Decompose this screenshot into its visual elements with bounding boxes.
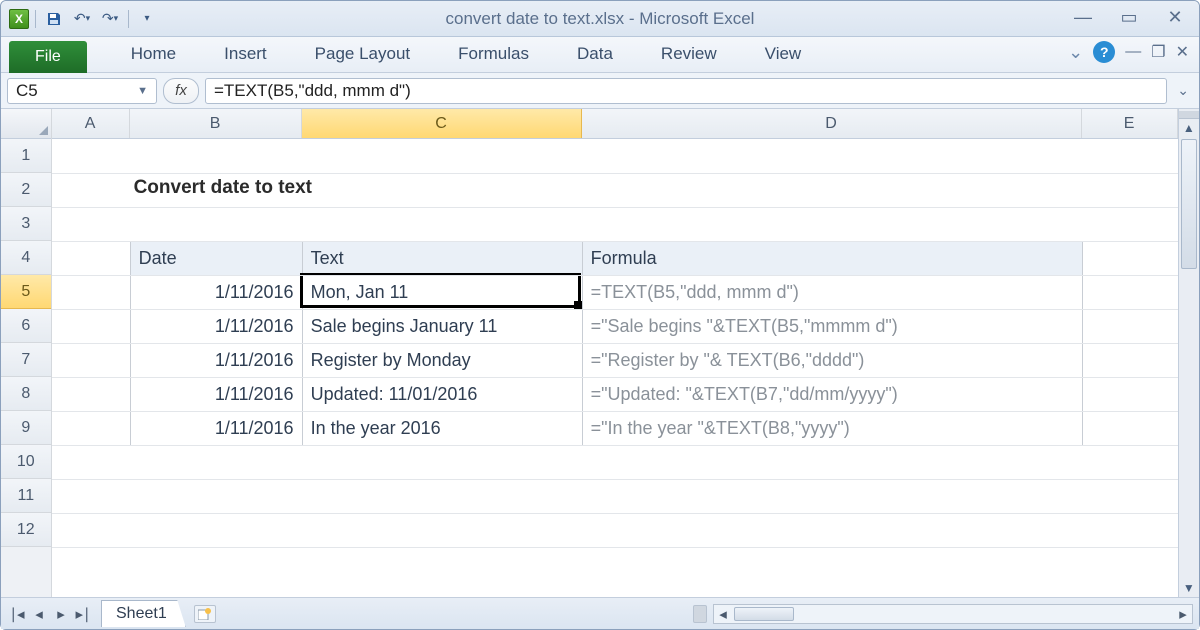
- table-row: 1/11/2016Mon, Jan 11=TEXT(B5,"ddd, mmm d…: [130, 276, 1082, 310]
- cell-text[interactable]: Updated: 11/01/2016: [302, 378, 582, 412]
- row-header[interactable]: 4: [1, 241, 51, 275]
- name-box-value: C5: [16, 81, 38, 101]
- sheet-nav-first-icon[interactable]: ∣◂: [7, 604, 27, 624]
- column-header[interactable]: E: [1082, 109, 1178, 138]
- sheet-tab-bar: ∣◂ ◂ ▸ ▸∣ Sheet1 ◂ ▸: [1, 597, 1199, 629]
- row-header[interactable]: 10: [1, 445, 51, 479]
- row-header[interactable]: 8: [1, 377, 51, 411]
- help-icon[interactable]: ?: [1093, 41, 1115, 63]
- window-title: convert date to text.xlsx - Microsoft Ex…: [1, 9, 1199, 29]
- tab-insert[interactable]: Insert: [200, 38, 291, 72]
- window-controls: — ▭ ✕: [1069, 7, 1189, 28]
- row-header[interactable]: 1: [1, 139, 51, 173]
- row-header[interactable]: 9: [1, 411, 51, 445]
- table-row: 1/11/2016Updated: 11/01/2016="Updated: "…: [130, 378, 1082, 412]
- cell-formula[interactable]: ="Register by "& TEXT(B6,"dddd"): [582, 344, 1082, 378]
- cells-area[interactable]: Convert date to text Date Text Formula 1…: [52, 139, 1178, 597]
- cell-date[interactable]: 1/11/2016: [130, 310, 302, 344]
- workbook-restore-icon[interactable]: ❐: [1151, 42, 1165, 62]
- cell-text[interactable]: Sale begins January 11: [302, 310, 582, 344]
- column-header[interactable]: D: [582, 109, 1082, 138]
- tab-view[interactable]: View: [741, 38, 826, 72]
- column-header[interactable]: A: [52, 109, 130, 138]
- sheet-nav-prev-icon[interactable]: ◂: [29, 604, 49, 624]
- cell-text[interactable]: In the year 2016: [302, 412, 582, 446]
- vertical-scrollbar[interactable]: ▲ ▼: [1178, 109, 1199, 597]
- name-box-dropdown-icon[interactable]: ▼: [137, 85, 148, 97]
- cell-date[interactable]: 1/11/2016: [130, 412, 302, 446]
- tab-review[interactable]: Review: [637, 38, 741, 72]
- horizontal-split-handle[interactable]: [693, 605, 707, 623]
- minimize-button[interactable]: —: [1069, 7, 1097, 28]
- table-header-row: Date Text Formula: [130, 242, 1082, 276]
- scroll-right-icon[interactable]: ▸: [1174, 605, 1192, 623]
- sheet-heading: Convert date to text: [134, 177, 312, 199]
- hscroll-thumb[interactable]: [734, 607, 794, 621]
- formula-bar-expand-icon[interactable]: ⌄: [1173, 82, 1193, 99]
- maximize-button[interactable]: ▭: [1115, 7, 1143, 28]
- workbook-close-icon[interactable]: ✕: [1176, 42, 1189, 62]
- table-row: 1/11/2016In the year 2016="In the year "…: [130, 412, 1082, 446]
- cell-date[interactable]: 1/11/2016: [130, 276, 302, 310]
- row-header[interactable]: 5: [1, 275, 51, 309]
- row-header[interactable]: 7: [1, 343, 51, 377]
- file-tab[interactable]: File: [9, 41, 87, 73]
- select-all-corner[interactable]: [1, 109, 51, 139]
- cell-formula[interactable]: =TEXT(B5,"ddd, mmm d"): [582, 276, 1082, 310]
- tab-data[interactable]: Data: [553, 38, 637, 72]
- col-header-date: Date: [130, 242, 302, 276]
- undo-icon[interactable]: ↶▾: [70, 7, 94, 31]
- row-header[interactable]: 2: [1, 173, 51, 207]
- row-header[interactable]: 6: [1, 309, 51, 343]
- column-header[interactable]: C: [302, 109, 582, 138]
- ribbon-tabs: File Home Insert Page Layout Formulas Da…: [1, 37, 1199, 73]
- sheet-nav-next-icon[interactable]: ▸: [51, 604, 71, 624]
- excel-window: X ↶▾ ↷▾ ▾ convert date to text.xlsx - Mi…: [0, 0, 1200, 630]
- worksheet-grid[interactable]: 123456789101112 ABCDE Convert date to te…: [1, 109, 1199, 597]
- cell-text[interactable]: Register by Monday: [302, 344, 582, 378]
- row-header[interactable]: 12: [1, 513, 51, 547]
- col-header-formula: Formula: [582, 242, 1082, 276]
- row-header[interactable]: 3: [1, 207, 51, 241]
- row-headers: 123456789101112: [1, 109, 52, 597]
- workbook-minimize-icon[interactable]: —: [1125, 43, 1141, 61]
- app-icon[interactable]: X: [9, 9, 29, 29]
- table-row: 1/11/2016Sale begins January 11="Sale be…: [130, 310, 1082, 344]
- scroll-left-icon[interactable]: ◂: [714, 605, 732, 623]
- sheet-tab-active[interactable]: Sheet1: [101, 600, 186, 627]
- title-bar: X ↶▾ ↷▾ ▾ convert date to text.xlsx - Mi…: [1, 1, 1199, 37]
- formula-bar: C5 ▼ fx =TEXT(B5,"ddd, mmm d") ⌄: [1, 73, 1199, 109]
- formula-input[interactable]: =TEXT(B5,"ddd, mmm d"): [205, 78, 1167, 104]
- vertical-split-handle[interactable]: [1179, 111, 1199, 119]
- formula-text: =TEXT(B5,"ddd, mmm d"): [214, 81, 411, 101]
- tab-formulas[interactable]: Formulas: [434, 38, 553, 72]
- cell-formula[interactable]: ="Updated: "&TEXT(B7,"dd/mm/yyyy"): [582, 378, 1082, 412]
- scroll-up-icon[interactable]: ▲: [1180, 119, 1198, 137]
- col-header-text: Text: [302, 242, 582, 276]
- tab-page-layout[interactable]: Page Layout: [291, 38, 434, 72]
- table-row: 1/11/2016Register by Monday="Register by…: [130, 344, 1082, 378]
- scroll-down-icon[interactable]: ▼: [1180, 579, 1198, 597]
- quick-access-toolbar: X ↶▾ ↷▾ ▾: [1, 7, 159, 31]
- horizontal-scrollbar[interactable]: ◂ ▸: [713, 604, 1193, 624]
- cell-text[interactable]: Mon, Jan 11: [302, 276, 582, 310]
- close-button[interactable]: ✕: [1161, 7, 1189, 28]
- save-icon[interactable]: [42, 7, 66, 31]
- column-header[interactable]: B: [130, 109, 302, 138]
- ribbon-minimize-icon[interactable]: ⌄: [1068, 42, 1083, 63]
- cell-date[interactable]: 1/11/2016: [130, 378, 302, 412]
- redo-icon[interactable]: ↷▾: [98, 7, 122, 31]
- insert-function-button[interactable]: fx: [163, 78, 199, 104]
- scroll-thumb[interactable]: [1181, 139, 1197, 269]
- cell-formula[interactable]: ="Sale begins "&TEXT(B5,"mmmm d"): [582, 310, 1082, 344]
- row-header[interactable]: 11: [1, 479, 51, 513]
- cell-formula[interactable]: ="In the year "&TEXT(B8,"yyyy"): [582, 412, 1082, 446]
- qat-customize-icon[interactable]: ▾: [135, 7, 159, 31]
- new-sheet-button[interactable]: [194, 605, 216, 623]
- tab-home[interactable]: Home: [107, 38, 200, 72]
- column-headers: ABCDE: [52, 109, 1178, 139]
- cell-date[interactable]: 1/11/2016: [130, 344, 302, 378]
- name-box[interactable]: C5 ▼: [7, 78, 157, 104]
- sheet-nav-last-icon[interactable]: ▸∣: [73, 604, 93, 624]
